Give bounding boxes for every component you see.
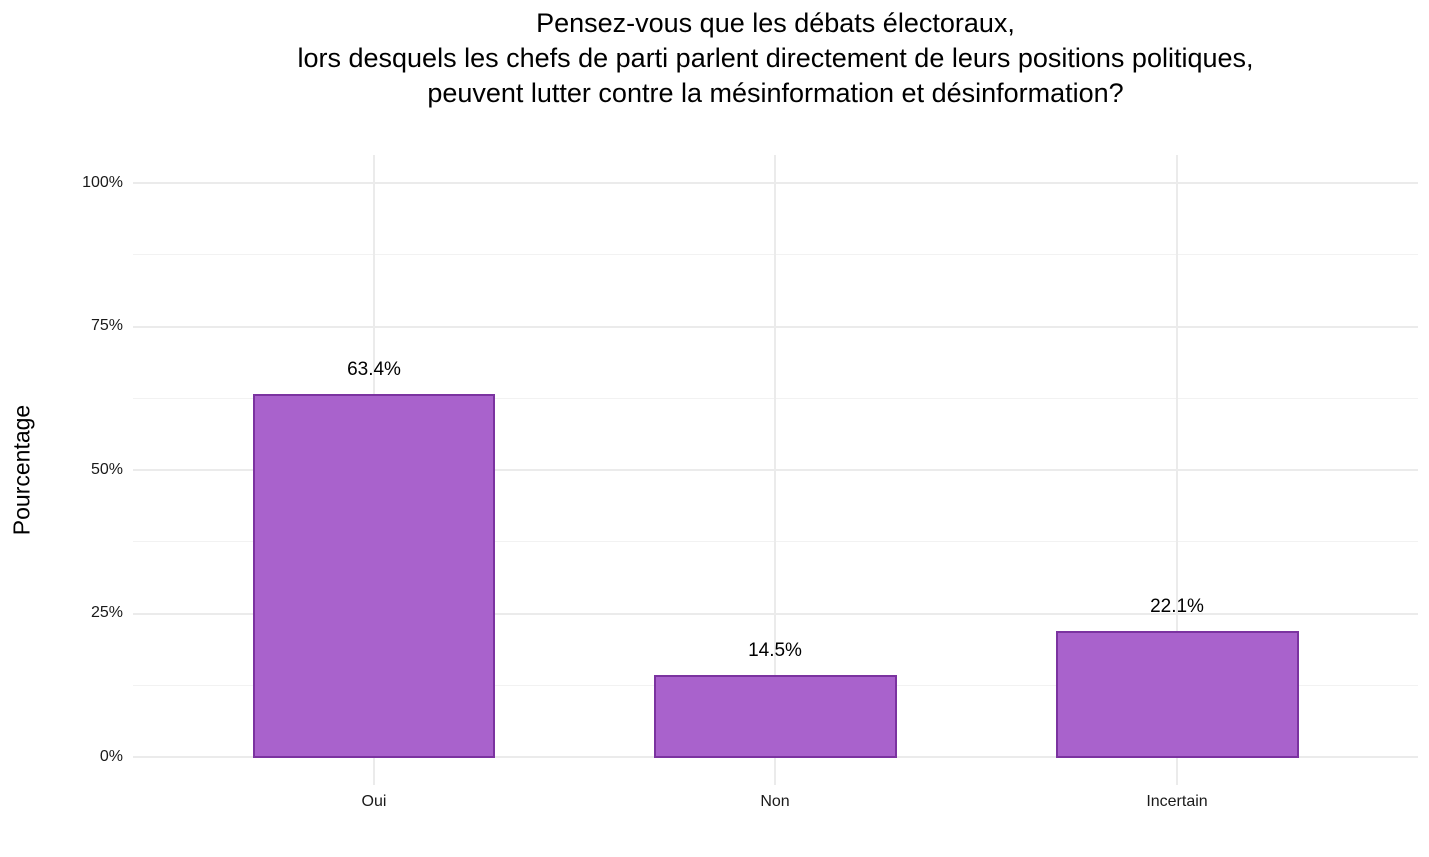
x-tick-non: Non <box>760 793 790 810</box>
x-tick-oui: Oui <box>361 793 387 810</box>
title-line-1: Pensez-vous que les débats électoraux, <box>536 8 1015 38</box>
gridline-non <box>774 155 776 785</box>
title-line-3: peuvent lutter contre la mésinformation … <box>427 78 1124 108</box>
y-tick-100: 100% <box>82 174 123 191</box>
title-line-2: lors desquels les chefs de parti parlent… <box>297 43 1254 73</box>
bar-label-oui: 63.4% <box>347 359 401 381</box>
y-tick-50: 50% <box>90 461 123 478</box>
x-tick-incertain: Incertain <box>1146 793 1208 810</box>
y-tick-0: 0% <box>99 748 123 765</box>
y-tick-25: 25% <box>90 604 123 621</box>
bar-label-incertain: 22.1% <box>1150 596 1204 618</box>
gridline-incertain <box>1176 155 1178 785</box>
y-axis-label: Pourcentage <box>8 404 35 536</box>
bar-oui <box>253 394 495 758</box>
y-tick-75: 75% <box>90 317 123 334</box>
bar-incertain <box>1056 631 1299 758</box>
bar-non <box>654 674 897 758</box>
chart-title: Pensez-vous que les débats électoraux, l… <box>133 6 1418 111</box>
bar-label-non: 14.5% <box>748 639 802 661</box>
